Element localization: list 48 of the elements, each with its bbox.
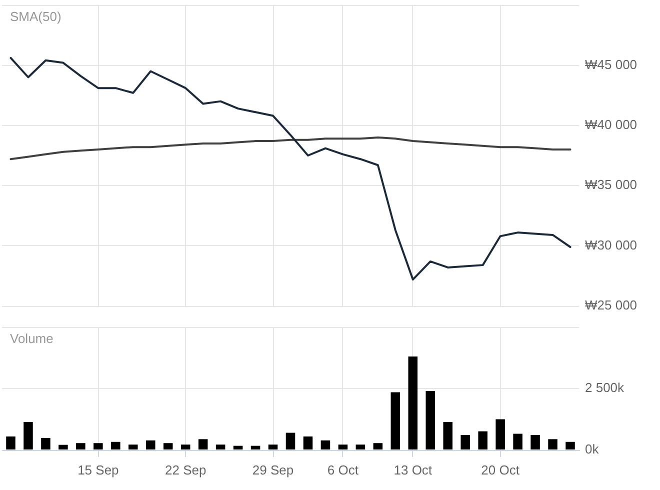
bar [460, 434, 470, 450]
y-tick-label: ₩45 000 [585, 56, 638, 72]
x-tick-label: 29 Sep [252, 462, 294, 478]
bar [408, 356, 418, 450]
bar [478, 431, 488, 450]
y-tick-label: 2 500k [585, 380, 625, 396]
bar [180, 444, 190, 450]
bar [233, 446, 243, 450]
bar [163, 443, 173, 450]
bar [41, 438, 50, 450]
bar [338, 444, 348, 450]
bar [128, 444, 138, 450]
y-tick-label: ₩25 000 [585, 298, 638, 313]
bar [566, 442, 575, 450]
bar [216, 444, 226, 450]
chart-title: SMA(50) [10, 9, 62, 24]
bar [24, 422, 33, 450]
bar [426, 390, 436, 450]
bar [443, 422, 452, 450]
bar [58, 444, 68, 450]
bar [496, 419, 505, 450]
bar [250, 446, 260, 450]
bar [548, 439, 558, 450]
x-tick-label: 15 Sep [78, 462, 119, 478]
bar [76, 443, 86, 450]
bar [111, 442, 120, 450]
bar [320, 440, 330, 450]
y-tick-label: 0k [585, 442, 600, 457]
bar [286, 432, 296, 450]
y-tick-label: ₩30 000 [585, 237, 638, 252]
bar [94, 443, 103, 450]
y-tick-label: ₩40 000 [585, 116, 638, 132]
bar [356, 444, 366, 450]
bar [513, 434, 522, 450]
x-tick-label: 20 Oct [481, 462, 520, 478]
bar [198, 439, 208, 450]
bar [303, 436, 313, 450]
bar [146, 440, 156, 450]
chart-title: Volume [10, 331, 54, 346]
bar [6, 436, 16, 450]
x-tick-label: 6 Oct [327, 462, 359, 478]
x-tick-label: 13 Oct [394, 462, 432, 478]
y-tick-label: ₩35 000 [585, 177, 638, 192]
bar [268, 444, 278, 450]
bar [530, 434, 540, 450]
x-tick-label: 22 Sep [164, 462, 206, 478]
bar [373, 443, 383, 450]
bar [390, 392, 400, 450]
